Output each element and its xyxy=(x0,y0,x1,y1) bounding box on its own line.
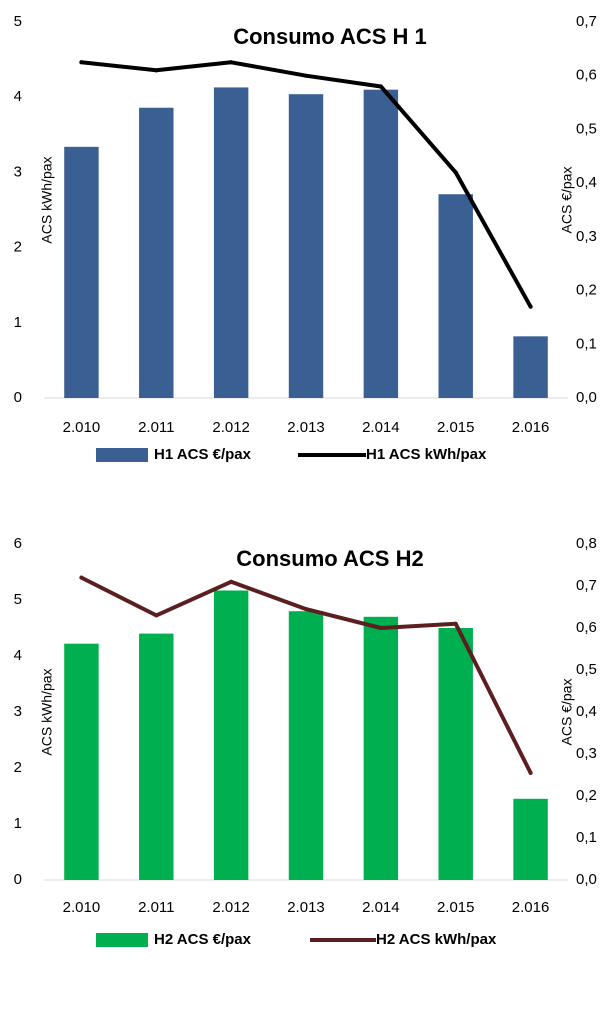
bar-2.015 xyxy=(438,194,473,398)
bar-2.016 xyxy=(513,336,548,398)
y2-tick-label: 0,1 xyxy=(576,335,597,352)
x-tick-label: 2.012 xyxy=(212,419,250,436)
x-tick-label: 2.015 xyxy=(437,419,475,436)
legend-label-bar: H2 ACS €/pax xyxy=(154,931,252,948)
y-axis-label: ACS kWh/pax xyxy=(39,668,55,755)
legend-label-line: H1 ACS kWh/pax xyxy=(366,446,487,463)
y-tick-label: 3 xyxy=(14,703,22,720)
chart-consumo-acs-h2: Consumo ACS H2 0 1 2 3 4 5 6 0,0 0,1 0,2 0,3 0,4 0,5 0… xyxy=(14,535,597,948)
bar-2.011 xyxy=(139,633,174,880)
y-tick-label: 0 xyxy=(14,871,22,888)
line-point-2.011 xyxy=(154,68,159,73)
x-tick-label: 2.014 xyxy=(362,899,400,916)
y2-tick-label: 0,6 xyxy=(576,619,597,636)
x-tick-label: 2.013 xyxy=(287,899,325,916)
x-tick-label: 2.010 xyxy=(63,419,101,436)
y-tick-label: 1 xyxy=(14,314,22,331)
y2-tick-label: 0,2 xyxy=(576,282,597,299)
y-tick-label: 5 xyxy=(14,13,22,30)
y-tick-label: 5 xyxy=(14,591,22,608)
line-point-2.014 xyxy=(378,84,383,89)
y-tick-label: 4 xyxy=(14,88,22,105)
legend-swatch-bar xyxy=(96,448,148,462)
line-point-2.010 xyxy=(79,575,84,580)
bar-2.010 xyxy=(64,643,99,880)
y-tick-label: 4 xyxy=(14,647,22,664)
y-tick-label: 2 xyxy=(14,759,22,776)
legend-label-bar: H1 ACS €/pax xyxy=(154,446,252,463)
line-point-2.015 xyxy=(453,621,458,626)
legend-swatch-bar xyxy=(96,933,148,947)
x-tick-label: 2.011 xyxy=(138,419,174,436)
line-point-2.012 xyxy=(229,579,234,584)
line-point-2.012 xyxy=(229,60,234,65)
bar-2.011 xyxy=(139,107,174,398)
y2-axis-label: ACS €/pax xyxy=(559,679,575,746)
y2-tick-label: 0,0 xyxy=(576,389,597,406)
line-point-2.011 xyxy=(154,613,159,618)
line-point-2.015 xyxy=(453,170,458,175)
y2-tick-label: 0,4 xyxy=(576,174,597,191)
y2-tick-label: 0,3 xyxy=(576,745,597,762)
x-tick-label: 2.014 xyxy=(362,419,400,436)
y2-tick-label: 0,1 xyxy=(576,829,597,846)
y2-tick-label: 0,3 xyxy=(576,228,597,245)
y2-tick-label: 0,8 xyxy=(576,535,597,552)
x-tick-label: 2.015 xyxy=(437,899,475,916)
line-point-2.010 xyxy=(79,60,84,65)
bar-2.015 xyxy=(438,628,473,880)
x-tick-label: 2.013 xyxy=(287,419,325,436)
chart-title: Consumo ACS H2 xyxy=(236,546,423,571)
y2-tick-label: 0,4 xyxy=(576,703,597,720)
y-tick-label: 0 xyxy=(14,389,22,406)
x-tick-label: 2.016 xyxy=(512,899,550,916)
y2-tick-label: 0,0 xyxy=(576,871,597,888)
line-point-2.014 xyxy=(378,626,383,630)
y-tick-label: 2 xyxy=(14,239,22,256)
line-point-2.013 xyxy=(304,73,308,78)
y2-axis-label: ACS €/pax xyxy=(559,167,575,234)
bar-2.010 xyxy=(64,146,99,398)
line-point-2.016 xyxy=(528,304,533,309)
y2-tick-label: 0,5 xyxy=(576,120,597,137)
bar-2.012 xyxy=(213,87,249,398)
chart-consumo-acs-h1: Consumo ACS H 1 0 1 2 3 4 5 0,0 0,1 0,2 0,3 0,4 0,5 0… xyxy=(14,13,597,463)
y2-tick-label: 0,5 xyxy=(576,661,597,678)
y-tick-label: 3 xyxy=(14,163,22,180)
bar-2.014 xyxy=(363,89,399,399)
bar-2.012 xyxy=(213,590,249,880)
x-tick-label: 2.012 xyxy=(212,899,250,916)
bar-2.013 xyxy=(288,94,324,398)
y2-tick-label: 0,7 xyxy=(576,577,597,594)
line-point-2.013 xyxy=(304,607,308,612)
y-tick-label: 6 xyxy=(14,535,22,552)
bar-2.016 xyxy=(513,798,548,880)
y-axis-label: ACS kWh/pax xyxy=(39,156,55,243)
y2-tick-label: 0,7 xyxy=(576,13,597,30)
x-tick-label: 2.011 xyxy=(138,899,174,916)
x-tick-label: 2.010 xyxy=(63,899,101,916)
y-tick-label: 1 xyxy=(14,815,22,832)
y2-tick-label: 0,6 xyxy=(576,67,597,84)
line-point-2.016 xyxy=(528,770,533,775)
bar-2.014 xyxy=(363,616,399,880)
chart-title: Consumo ACS H 1 xyxy=(233,24,427,49)
legend-label-line: H2 ACS kWh/pax xyxy=(376,931,497,948)
x-tick-label: 2.016 xyxy=(512,419,550,436)
y2-tick-label: 0,2 xyxy=(576,787,597,804)
bar-2.013 xyxy=(288,611,324,880)
